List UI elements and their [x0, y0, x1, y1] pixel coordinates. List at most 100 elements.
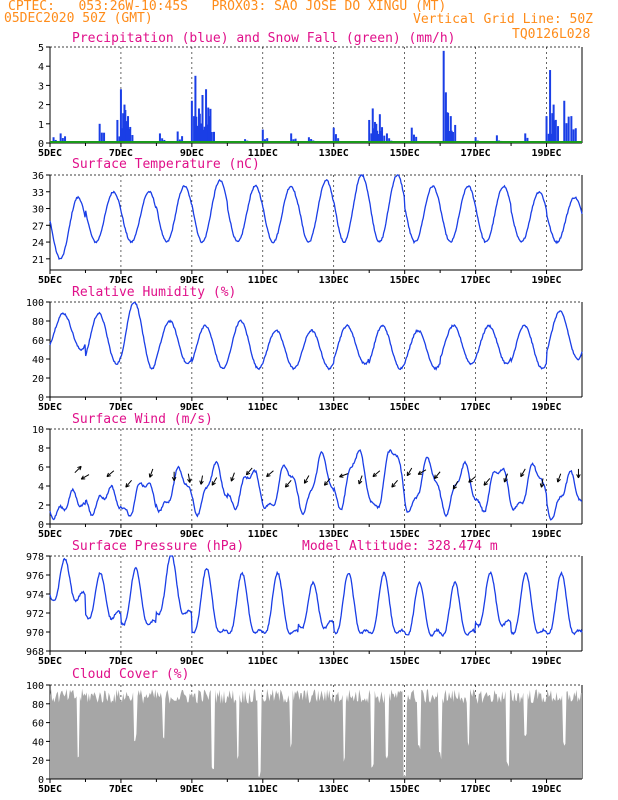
x-tick-label: 17DEC [461, 275, 491, 286]
precip-bar [337, 138, 340, 143]
precip-bar [545, 116, 548, 143]
precip-bar [444, 92, 447, 143]
wind-arrow-head [323, 481, 329, 486]
wind-arrow [74, 465, 82, 474]
x-tick-label: 7DEC [109, 656, 133, 667]
x-tick-label: 5DEC [38, 148, 62, 159]
y-tick-label: 20 [32, 756, 44, 767]
x-tick-label: 19DEC [531, 529, 561, 540]
precip-bar [122, 113, 125, 143]
precip-bar [446, 112, 449, 143]
wind-arrow [80, 474, 90, 480]
precip-bar [61, 138, 64, 143]
wind-arrow-head [406, 471, 411, 477]
wind-arrow [406, 467, 413, 476]
panel-press: 968 970 972 974 976 978 5DEC 7DEC 9DEC 11DEC 13DEC… [26, 539, 583, 667]
precip-bar [190, 100, 193, 143]
y-tick-label: 968 [26, 647, 44, 658]
x-tick-label: 5DEC [38, 529, 62, 540]
precip-bar [552, 104, 555, 143]
precip-bar [551, 113, 554, 143]
precip-bar [373, 121, 376, 143]
precip-bar [64, 136, 67, 143]
y-tick-label: 24 [32, 238, 44, 249]
wind-arrow-head [503, 478, 508, 483]
x-tick-label: 11DEC [248, 402, 278, 413]
panel-temp: 21 24 27 30 33 36 5DEC 7DEC 9DEC 11DEC 13DEC 15DEC 1… [32, 157, 583, 286]
precip-bar [388, 138, 391, 143]
precip-bar [201, 95, 204, 143]
wind-arrow [557, 473, 562, 483]
wind-arrow [372, 470, 381, 477]
panel-title: Relative Humidity (%) [72, 285, 236, 300]
precip-bar [125, 121, 128, 143]
wind-arrow [125, 479, 132, 488]
x-tick-label: 15DEC [390, 148, 420, 159]
y-tick-label: 972 [26, 609, 44, 620]
wind-arrow-head [80, 475, 86, 480]
precip-bar [200, 123, 203, 143]
panel-title: Surface Temperature (nC) [72, 157, 260, 172]
x-tick-label: 19DEC [531, 148, 561, 159]
y-tick-label: 80 [32, 317, 44, 328]
x-tick-label: 13DEC [319, 784, 349, 795]
precip-bar [261, 129, 264, 143]
wind-arrow [468, 476, 476, 483]
precip-bar [567, 116, 570, 143]
precip-bar [131, 135, 134, 143]
y-tick-label: 60 [32, 719, 44, 730]
precip-bar [454, 124, 457, 143]
header-grid-line: Vertical Grid Line: 50Z [413, 12, 594, 27]
precip-bar [574, 128, 577, 143]
wind-series-line [49, 449, 582, 521]
x-tick-label: 19DEC [531, 402, 561, 413]
x-tick-label: 5DEC [38, 656, 62, 667]
precip-bar [118, 136, 121, 143]
y-tick-label: 5 [38, 43, 44, 54]
wind-arrow [200, 475, 203, 485]
y-tick-label: 40 [32, 355, 44, 366]
x-tick-label: 17DEC [461, 148, 491, 159]
y-tick-label: 40 [32, 737, 44, 748]
precip-bar [377, 134, 380, 143]
wind-arrow-head [106, 472, 111, 478]
precip-bar [203, 126, 206, 143]
wind-arrow-head [358, 479, 363, 485]
y-tick-label: 10 [32, 425, 44, 436]
panel-title: Cloud Cover (%) [72, 667, 189, 682]
wind-arrow-head [452, 485, 457, 490]
x-tick-label: 5DEC [38, 275, 62, 286]
precip-bar [385, 133, 388, 143]
precip-bar [572, 129, 575, 143]
x-tick-label: 5DEC [38, 784, 62, 795]
y-tick-label: 0 [38, 775, 44, 786]
precip-bar [371, 108, 374, 143]
wind-arrow-head [468, 478, 473, 483]
wind-arrow [245, 467, 253, 476]
wind-arrow-head [556, 478, 561, 483]
wind-arrow-head [211, 481, 216, 486]
precip-bar [375, 123, 378, 143]
wind-arrow [391, 479, 398, 488]
x-tick-label: 15DEC [390, 402, 420, 413]
header-station: CPTEC: 053:26W-10:45S PROX03: SAO JOSE D… [8, 0, 447, 14]
cloud-cover-area [50, 688, 582, 779]
precip-bar [474, 137, 477, 143]
precip-bar [266, 138, 269, 143]
x-tick-label: 19DEC [531, 784, 561, 795]
x-tick-label: 13DEC [319, 148, 349, 159]
x-tick-label: 11DEC [248, 784, 278, 795]
x-tick-label: 9DEC [180, 784, 204, 795]
precip-bar [98, 123, 101, 143]
x-tick-label: 15DEC [390, 275, 420, 286]
precip-bar [334, 134, 337, 143]
y-tick-label: 976 [26, 571, 44, 582]
wind-arrow [452, 480, 459, 490]
precip-bar [381, 127, 384, 143]
precip-bar [383, 135, 386, 143]
x-tick-label: 19DEC [531, 656, 561, 667]
header-model-id: TQ0126L028 [512, 27, 591, 42]
x-tick-label: 7DEC [109, 148, 133, 159]
x-tick-label: 13DEC [319, 402, 349, 413]
precip-bar [100, 132, 103, 143]
